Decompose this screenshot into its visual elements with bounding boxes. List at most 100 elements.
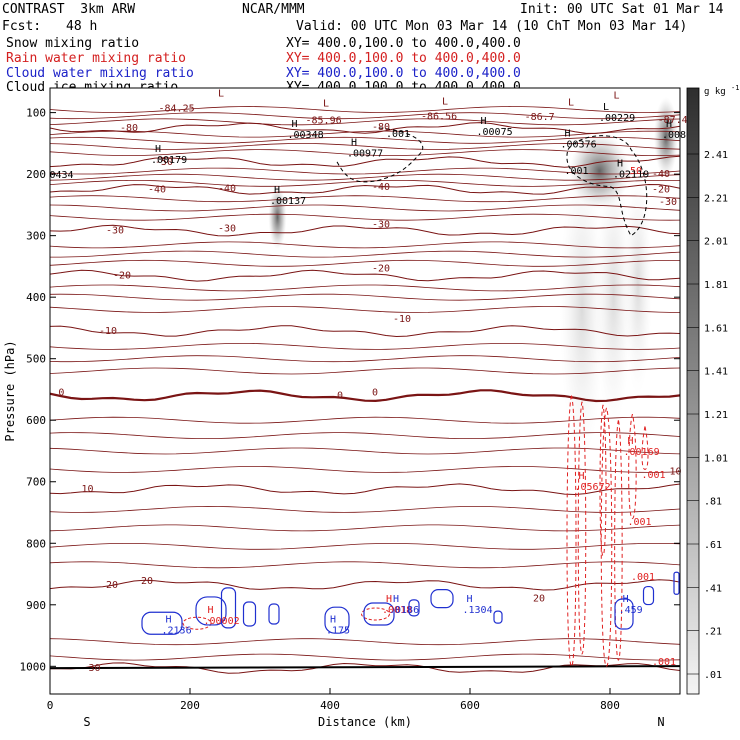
north-end-label: N: [657, 715, 664, 729]
isotherm-minor: [50, 367, 680, 375]
field-cloud-water-xy: XY= 400.0,100.0 to 400.0,400.0: [286, 66, 521, 81]
extremum-letter: L: [442, 96, 448, 107]
y-tick-label: 200: [26, 168, 46, 181]
isotherm-minor: [50, 259, 680, 267]
contour-label: -20: [372, 263, 390, 274]
contour-label: -30: [659, 197, 677, 208]
isotherm-minor: [50, 284, 680, 292]
isotherm-minor: [50, 447, 680, 455]
contour-label: .001: [652, 657, 676, 668]
isotherm-minor: [50, 524, 680, 532]
isotherm-minor: [50, 173, 680, 181]
colorbar-tick-label: 1.01: [704, 453, 728, 464]
isotherm-m40: [50, 183, 680, 195]
isotherm-m80: [50, 122, 680, 134]
extremum-letter: H: [579, 471, 585, 482]
chart-title: CONTRAST 3km ARW: [2, 2, 136, 17]
extremum-value: .2136: [162, 625, 192, 636]
contour-label: .001: [642, 470, 666, 481]
extremum-value: .00075: [477, 127, 513, 138]
rain-contour: [614, 420, 623, 661]
contour-label: -40: [372, 182, 390, 193]
y-tick-label: 800: [26, 537, 46, 550]
contour-label: -30: [218, 223, 236, 234]
isotherm-minor: [50, 250, 680, 258]
extremum-value: .1304: [463, 605, 493, 616]
extremum-value: .00179: [151, 155, 187, 166]
extremum-letter: H: [386, 594, 392, 605]
isotherm-minor: [50, 195, 680, 203]
extremum-value: .00137: [270, 196, 306, 207]
south-end-label: S: [83, 715, 90, 729]
contour-label: .001: [628, 517, 652, 528]
extremum-letter: H: [623, 594, 629, 605]
isotherm-label: 30: [89, 663, 101, 674]
rain-water-contours: [182, 395, 649, 667]
colorbar-tick-label: .01: [704, 670, 722, 681]
snow-shade-blob: [560, 159, 604, 460]
extremum-value: .459: [619, 605, 643, 616]
extremum-letter: H: [166, 614, 172, 625]
extremum-value: .00376: [561, 139, 597, 150]
cloud-water-contour: [324, 606, 350, 634]
colorbar: 2.41 2.21 2.01 1.81 1.61 1.41 1.21 1.01 .81 .61 .4…: [686, 84, 739, 695]
field-cloud-water-name: Cloud water mixing ratio: [6, 66, 194, 81]
contour-label: -30: [372, 220, 390, 231]
extremum-letter: H: [617, 159, 623, 170]
colorbar-tick-label: .61: [704, 540, 722, 551]
cloud-ice-contour: [566, 135, 648, 237]
cloud-water-contour: [220, 587, 237, 629]
y-tick-label: 500: [26, 353, 46, 366]
snow-shade-blob: [595, 167, 632, 428]
field-snow-name: Snow mixing ratio: [6, 36, 140, 51]
extremum-value: .0186: [389, 605, 419, 616]
contour-label: -40: [652, 169, 670, 180]
isotherm-m50: [50, 155, 680, 168]
forecast-label: Fcst:: [2, 19, 42, 34]
y-tick-label: 100: [26, 107, 46, 120]
x-axis-label: Distance (km): [318, 715, 412, 729]
isotherm-minor: [50, 204, 680, 212]
cloud-water-contour: [493, 610, 503, 624]
ground-line: [50, 665, 680, 670]
y-tick-label: 900: [26, 599, 46, 612]
contour-label: 20: [533, 594, 545, 605]
init-time: Init: 00 UTC Sat 01 Mar 14: [520, 2, 724, 17]
field-rain-xy: XY= 400.0,100.0 to 400.0,400.0: [286, 51, 521, 66]
isotherm-label: -10: [99, 326, 117, 337]
extremum-letter: H: [628, 436, 634, 447]
extremum-letter: L: [323, 98, 329, 109]
extremum-letter: H: [208, 605, 214, 616]
isotherm-label: 0: [337, 391, 343, 402]
rain-contour: [361, 607, 390, 621]
isotherm-0: [50, 389, 680, 403]
field-snow-xy: XY= 400.0,100.0 to 400.0,400.0: [286, 36, 521, 51]
isotherm-label: -80: [120, 123, 138, 134]
cloud-water-contour: [363, 602, 395, 626]
cloud-water-contour: [268, 603, 280, 625]
extremum-value: .0018: [382, 605, 412, 616]
isotherm-30: [50, 662, 680, 674]
isotherm-minor: [50, 355, 680, 363]
extremum-value: .00002: [204, 616, 240, 627]
isotherm-label: -30: [106, 226, 124, 237]
colorbar-tick-label: 2.21: [704, 193, 728, 204]
isotherm-minor: [50, 416, 680, 424]
contour-label: -84.25: [159, 103, 195, 114]
isotherm-minor: [50, 561, 680, 569]
isotherm-minor: [50, 112, 680, 120]
contour-label: -80: [372, 122, 390, 133]
isotherm-m20: [50, 269, 680, 282]
isotherm-minor: [50, 342, 680, 350]
extremum-value: .00348: [288, 130, 324, 141]
extremum-value: .00977: [347, 149, 383, 160]
x-tick-label: 600: [460, 699, 480, 712]
extremum-value: .00229: [599, 113, 635, 124]
extremum-letter: L: [218, 88, 224, 99]
x-tick-label: 0: [47, 699, 54, 712]
extremum-letter: H: [467, 594, 473, 605]
y-tick-label: 600: [26, 414, 46, 427]
isotherm-minor: [50, 638, 680, 646]
cloud-water-contour: [430, 589, 454, 609]
